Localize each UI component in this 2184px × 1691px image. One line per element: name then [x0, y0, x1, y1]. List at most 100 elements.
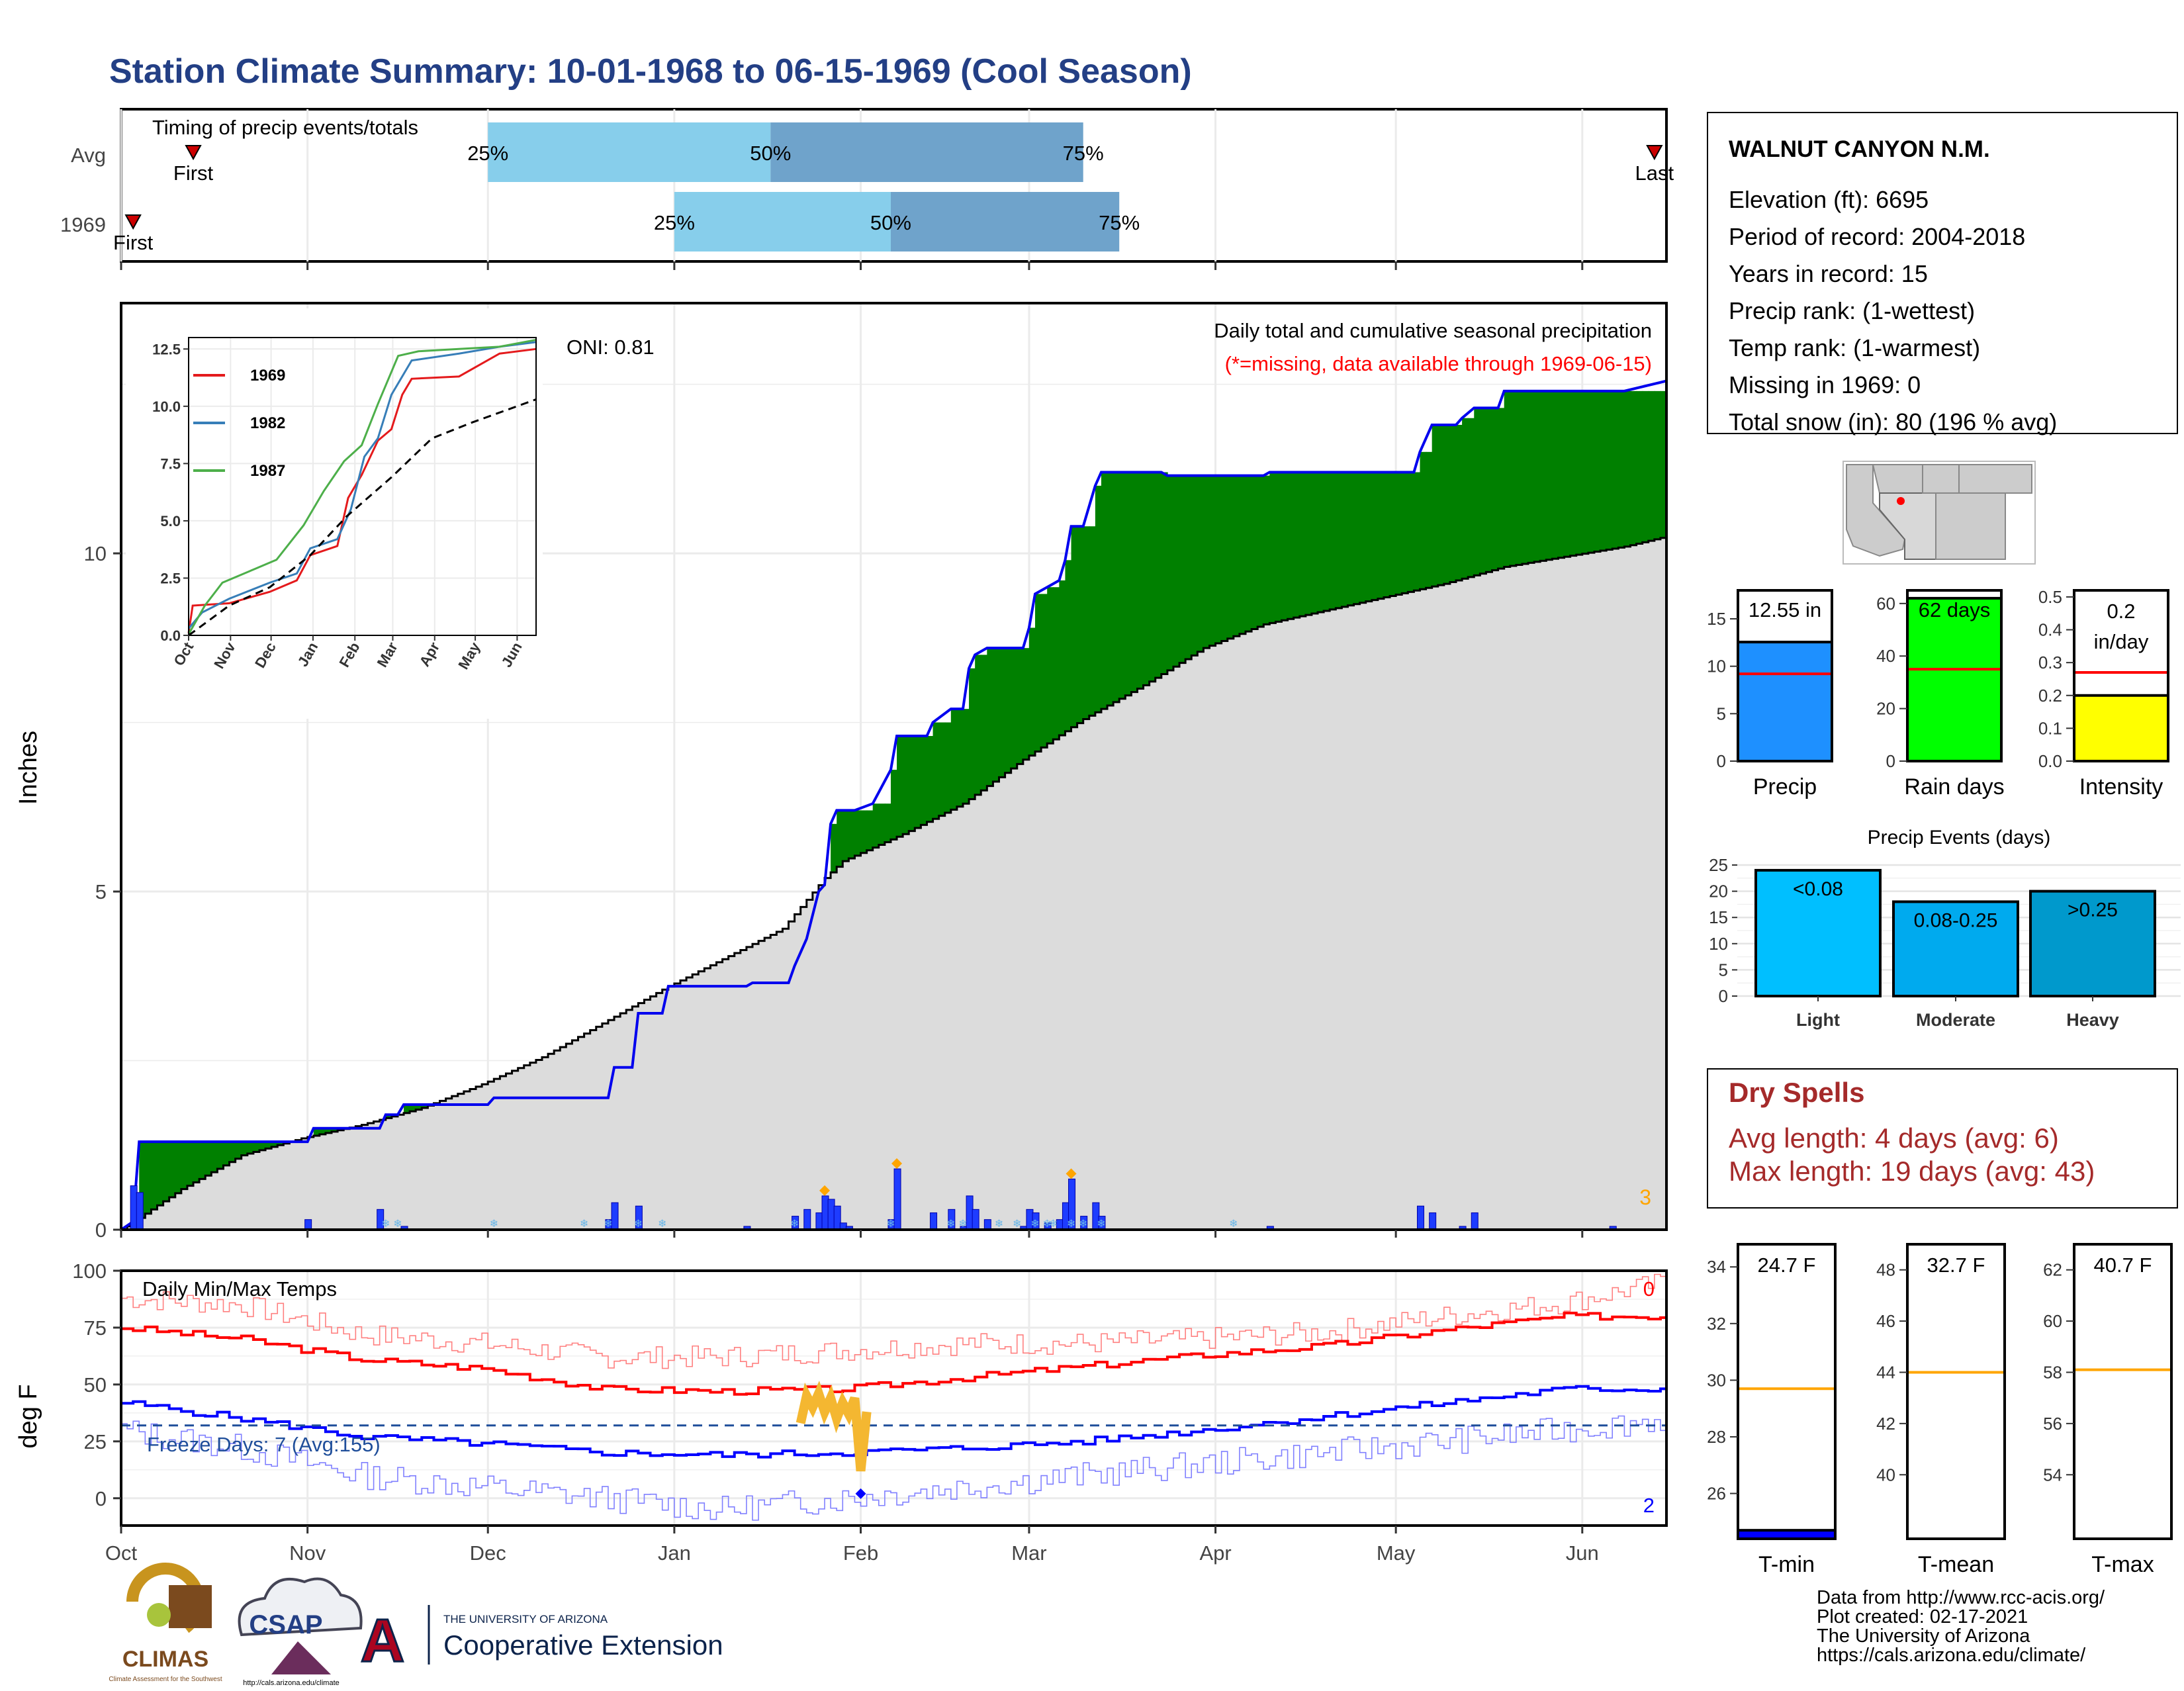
mini-panel-value-unit: in/day — [2094, 630, 2149, 653]
events-y-tick-label: 25 — [1709, 855, 1728, 875]
above-average-fill — [1347, 472, 1355, 606]
above-average-fill — [1179, 475, 1186, 663]
csap-logo: CSAP http://cals.arizona.edu/climate — [238, 1577, 363, 1687]
mini-panel-value-label: 12.55 in — [1749, 598, 1821, 621]
above-average-fill — [1053, 587, 1060, 740]
snow-day-icon: ❄ — [1229, 1218, 1238, 1230]
dry-spells-avg: Avg length: 4 days (avg: 6) — [1729, 1122, 2059, 1154]
daily-precip-bar — [827, 1199, 835, 1230]
current-cumulative-line — [120, 379, 1667, 1231]
timing-first-label: First — [173, 161, 214, 185]
snow-day-icon: ❄ — [1097, 1218, 1105, 1230]
above-average-fill — [837, 810, 844, 867]
temp-summary-y-tick-label: 30 — [1707, 1370, 1726, 1390]
above-average-fill — [1582, 390, 1589, 554]
above-average-fill — [1449, 424, 1457, 582]
above-average-fill — [1083, 526, 1090, 719]
above-average-fill — [319, 1128, 326, 1134]
timing-q50-label: 50% — [750, 142, 791, 165]
timing-first-marker — [185, 145, 202, 161]
above-average-fill — [1197, 475, 1205, 652]
station-frame — [1707, 112, 2178, 434]
above-average-fill — [1293, 472, 1300, 618]
above-average-fill — [1239, 475, 1246, 634]
daily-precip-bar — [1429, 1212, 1437, 1230]
event-bin-label: <0.08 — [1793, 878, 1843, 900]
temp-summary-background — [1905, 1244, 2007, 1539]
state-outline-new-mexico — [1935, 492, 2006, 560]
event-bar-heavy — [2029, 890, 2156, 997]
above-average-fill — [1191, 475, 1199, 656]
event-category-label: Moderate — [1916, 1010, 1995, 1030]
above-average-fill — [933, 722, 940, 819]
timing-q25-label: 25% — [654, 211, 695, 234]
mini-panel-frame — [1737, 589, 1833, 762]
cold-spell-highlight — [796, 1381, 872, 1472]
footer-data-source: Data from http://www.rcc-acis.org/ — [1817, 1587, 2105, 1608]
mini-panel-bar — [2073, 694, 2169, 763]
above-average-fill — [1576, 390, 1583, 555]
precip-corner-count: 3 — [1639, 1185, 1651, 1209]
event-category-label: Light — [1796, 1010, 1840, 1030]
above-average-fill — [1432, 424, 1439, 587]
month-label-oct: Oct — [105, 1541, 138, 1565]
above-average-fill — [1660, 390, 1667, 538]
above-average-fill — [1510, 390, 1517, 567]
above-average-fill — [1371, 472, 1379, 600]
mini-panel-value-label: 62 days — [1919, 598, 1991, 621]
avg-max-temp-line — [121, 1311, 1666, 1396]
above-average-fill — [890, 770, 897, 840]
timing-q25-q50-bar — [674, 192, 891, 251]
timing-first-marker — [124, 214, 142, 230]
above-average-fill — [259, 1142, 266, 1150]
snow-day-icon: ❄ — [995, 1218, 1003, 1230]
timing-last-label: Last — [1635, 161, 1674, 185]
month-label-jan: Jan — [658, 1541, 691, 1565]
temp-summary-panels: 24.7 F 26 28 30 32 34 T-min 32.7 F 40 42 44 46 48 T-m… — [1707, 1243, 2174, 1577]
above-average-fill — [872, 803, 880, 848]
min-record-marker — [855, 1488, 866, 1499]
station-name: WALNUT CANYON N.M. — [1729, 136, 1990, 162]
above-average-fill — [1330, 472, 1337, 610]
above-average-fill — [1570, 390, 1577, 556]
above-average-fill — [831, 823, 837, 873]
locator-map — [1843, 461, 2036, 565]
event-bar-light — [1754, 868, 1882, 998]
above-average-fill — [1149, 472, 1156, 682]
above-average-fill — [1486, 408, 1493, 572]
inset-y-tick-label: 2.5 — [160, 570, 181, 586]
daily-precip-bar — [130, 1185, 138, 1230]
temp-summary-y-tick-label: 42 — [1876, 1414, 1895, 1434]
mini-panel-frame — [1906, 589, 2003, 762]
above-average-fill — [1426, 451, 1433, 588]
above-average-fill — [247, 1142, 254, 1154]
above-average-fill — [1318, 472, 1324, 613]
dry-spells-max: Max length: 19 days (avg: 43) — [1729, 1156, 2095, 1187]
mini-panel-y-tick-label: 0.1 — [2038, 718, 2062, 738]
above-average-fill — [139, 1142, 146, 1218]
temp-summary-y-tick-label: 44 — [1876, 1362, 1895, 1382]
freeze-days-label: Freeze Days: 7 (Avg:155) — [147, 1433, 381, 1456]
avg-min-temp-line — [121, 1385, 1666, 1459]
snow-day-icon: ❄ — [1079, 1218, 1087, 1230]
snow-day-icon: ❄ — [490, 1218, 498, 1230]
above-average-fill — [1011, 648, 1018, 769]
daily-precip-bar — [833, 1205, 841, 1230]
temp-summary-y-tick-label: 54 — [2043, 1465, 2062, 1485]
above-average-fill — [1342, 472, 1349, 607]
above-average-fill — [1468, 418, 1475, 577]
above-average-fill — [1522, 390, 1529, 564]
above-average-fill — [1221, 475, 1228, 641]
timing-q50-q75-bar — [770, 122, 1083, 182]
inset-y-tick-label: 12.5 — [152, 341, 181, 357]
snow-day-icon: ❄ — [393, 1218, 402, 1230]
snow-day-icon: ❄ — [634, 1218, 643, 1230]
above-average-fill — [199, 1142, 206, 1179]
above-average-fill — [1612, 390, 1619, 549]
above-average-fill — [181, 1142, 188, 1189]
above-average-fill — [1095, 485, 1102, 713]
above-average-fill — [1023, 648, 1030, 760]
daily-min-temp-line — [121, 1412, 1667, 1521]
